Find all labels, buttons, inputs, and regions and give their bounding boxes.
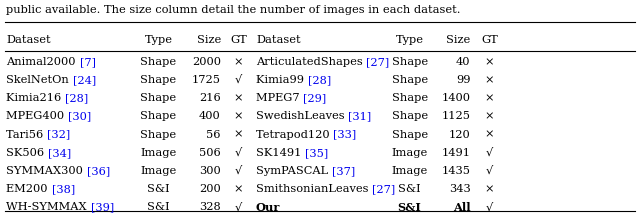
Text: 99: 99 bbox=[456, 75, 470, 85]
Text: Shape: Shape bbox=[140, 93, 177, 103]
Text: SkelNetOn: SkelNetOn bbox=[6, 75, 73, 85]
Text: MPEG7: MPEG7 bbox=[256, 93, 303, 103]
Text: public available. The size column detail the number of images in each dataset.: public available. The size column detail… bbox=[6, 5, 461, 16]
Text: 1400: 1400 bbox=[442, 93, 470, 103]
Text: S&I: S&I bbox=[398, 184, 421, 194]
Text: √: √ bbox=[235, 75, 242, 85]
Text: S&I: S&I bbox=[397, 202, 422, 213]
Text: 200: 200 bbox=[199, 184, 221, 194]
Text: ×: × bbox=[234, 111, 243, 122]
Text: GT: GT bbox=[230, 35, 247, 45]
Text: Shape: Shape bbox=[140, 111, 177, 122]
Text: Shape: Shape bbox=[140, 130, 177, 140]
Text: Animal2000: Animal2000 bbox=[6, 57, 79, 67]
Text: [38]: [38] bbox=[52, 184, 75, 194]
Text: Kimia216: Kimia216 bbox=[6, 93, 65, 103]
Text: WH-SYMMAX: WH-SYMMAX bbox=[6, 202, 91, 212]
Text: [37]: [37] bbox=[332, 166, 355, 176]
Text: MPEG400: MPEG400 bbox=[6, 111, 68, 122]
Text: Image: Image bbox=[140, 148, 177, 158]
Text: SwedishLeaves: SwedishLeaves bbox=[256, 111, 348, 122]
Text: √: √ bbox=[486, 202, 493, 212]
Text: Image: Image bbox=[140, 166, 177, 176]
Text: 1125: 1125 bbox=[442, 111, 470, 122]
Text: [32]: [32] bbox=[47, 130, 70, 140]
Text: Shape: Shape bbox=[392, 57, 428, 67]
Text: 506: 506 bbox=[199, 148, 221, 158]
Text: Image: Image bbox=[392, 148, 428, 158]
Text: S&I: S&I bbox=[147, 184, 170, 194]
Text: Shape: Shape bbox=[392, 93, 428, 103]
Text: Type: Type bbox=[396, 35, 424, 45]
Text: √: √ bbox=[235, 148, 242, 158]
Text: Shape: Shape bbox=[140, 75, 177, 85]
Text: Shape: Shape bbox=[140, 57, 177, 67]
Text: 1725: 1725 bbox=[192, 75, 221, 85]
Text: ×: × bbox=[485, 111, 494, 122]
Text: Shape: Shape bbox=[392, 75, 428, 85]
Text: Size: Size bbox=[196, 35, 221, 45]
Text: EM200: EM200 bbox=[6, 184, 52, 194]
Text: Size: Size bbox=[446, 35, 470, 45]
Text: [7]: [7] bbox=[79, 57, 95, 67]
Text: [29]: [29] bbox=[303, 93, 326, 103]
Text: [30]: [30] bbox=[68, 111, 92, 122]
Text: ArticulatedShapes: ArticulatedShapes bbox=[256, 57, 366, 67]
Text: Dataset: Dataset bbox=[6, 35, 51, 45]
Text: 216: 216 bbox=[199, 93, 221, 103]
Text: [35]: [35] bbox=[305, 148, 328, 158]
Text: SK1491: SK1491 bbox=[256, 148, 305, 158]
Text: Tetrapod120: Tetrapod120 bbox=[256, 130, 333, 140]
Text: [36]: [36] bbox=[87, 166, 110, 176]
Text: Shape: Shape bbox=[392, 111, 428, 122]
Text: ×: × bbox=[234, 93, 243, 103]
Text: [27]: [27] bbox=[372, 184, 396, 194]
Text: Kimia99: Kimia99 bbox=[256, 75, 308, 85]
Text: ×: × bbox=[234, 57, 243, 67]
Text: [27]: [27] bbox=[366, 57, 390, 67]
Text: SYMMAX300: SYMMAX300 bbox=[6, 166, 87, 176]
Text: 2000: 2000 bbox=[192, 57, 221, 67]
Text: 343: 343 bbox=[449, 184, 470, 194]
Text: √: √ bbox=[235, 202, 242, 212]
Text: S&I: S&I bbox=[147, 202, 170, 212]
Text: √: √ bbox=[486, 166, 493, 176]
Text: 40: 40 bbox=[456, 57, 470, 67]
Text: [24]: [24] bbox=[73, 75, 96, 85]
Text: 400: 400 bbox=[199, 111, 221, 122]
Text: ×: × bbox=[234, 184, 243, 194]
Text: Our: Our bbox=[256, 202, 280, 213]
Text: Type: Type bbox=[145, 35, 172, 45]
Text: ×: × bbox=[485, 93, 494, 103]
Text: ×: × bbox=[485, 184, 494, 194]
Text: [39]: [39] bbox=[91, 202, 114, 212]
Text: Image: Image bbox=[392, 166, 428, 176]
Text: √: √ bbox=[235, 166, 242, 176]
Text: ×: × bbox=[234, 130, 243, 140]
Text: [31]: [31] bbox=[348, 111, 371, 122]
Text: Shape: Shape bbox=[392, 130, 428, 140]
Text: ×: × bbox=[485, 75, 494, 85]
Text: [33]: [33] bbox=[333, 130, 356, 140]
Text: [28]: [28] bbox=[65, 93, 88, 103]
Text: √: √ bbox=[486, 148, 493, 158]
Text: SK506: SK506 bbox=[6, 148, 48, 158]
Text: 328: 328 bbox=[199, 202, 221, 212]
Text: [28]: [28] bbox=[308, 75, 331, 85]
Text: SymPASCAL: SymPASCAL bbox=[256, 166, 332, 176]
Text: ×: × bbox=[485, 57, 494, 67]
Text: Dataset: Dataset bbox=[256, 35, 301, 45]
Text: 300: 300 bbox=[199, 166, 221, 176]
Text: Tari56: Tari56 bbox=[6, 130, 47, 140]
Text: All: All bbox=[452, 202, 470, 213]
Text: GT: GT bbox=[481, 35, 498, 45]
Text: 120: 120 bbox=[449, 130, 470, 140]
Text: 1435: 1435 bbox=[442, 166, 470, 176]
Text: SmithsonianLeaves: SmithsonianLeaves bbox=[256, 184, 372, 194]
Text: 1491: 1491 bbox=[442, 148, 470, 158]
Text: [34]: [34] bbox=[48, 148, 72, 158]
Text: ×: × bbox=[485, 130, 494, 140]
Text: 56: 56 bbox=[206, 130, 221, 140]
